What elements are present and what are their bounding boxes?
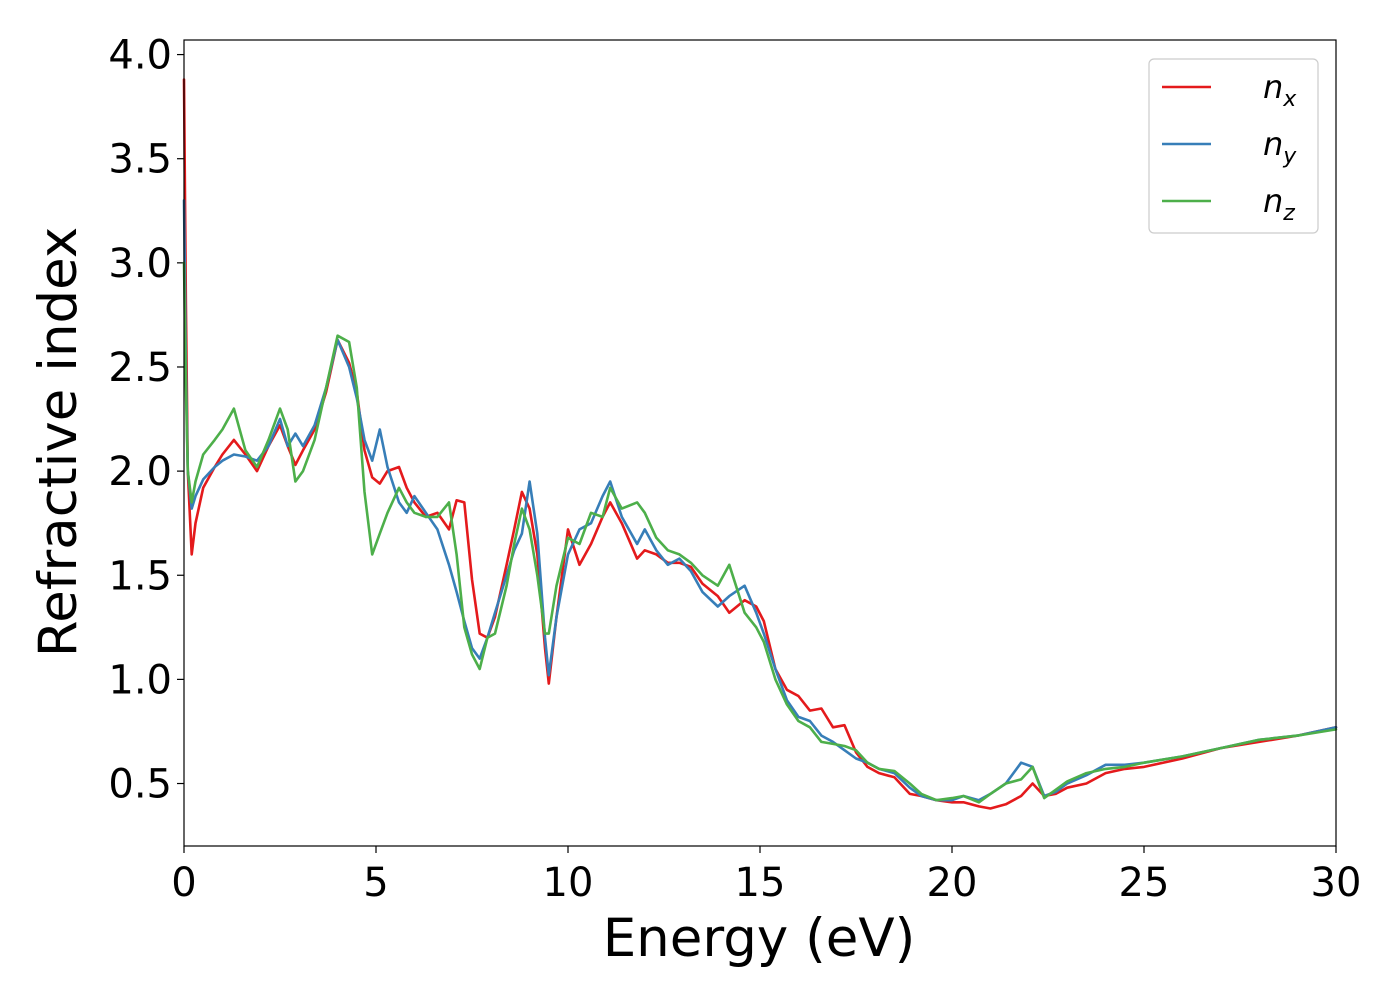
y-tick-label: 2.0	[108, 449, 172, 495]
series-line-n-x	[182, 78, 1338, 810]
legend-entry-label: ny	[1263, 125, 1297, 169]
x-tick-label: 0	[171, 860, 196, 906]
plot-lines	[182, 78, 1338, 810]
legend: nx ny nz	[1148, 58, 1319, 234]
y-axis-label: Refractive index	[28, 227, 89, 657]
legend-entry-label: nz	[1263, 182, 1295, 226]
x-tick-label: 15	[735, 860, 786, 906]
y-tick-label: 4.0	[108, 33, 172, 79]
x-axis-label: Energy (eV)	[603, 908, 916, 969]
x-tick-label: 5	[363, 860, 388, 906]
legend-entry-label: nx	[1263, 68, 1297, 112]
y-tick-label: 2.5	[108, 345, 172, 391]
legend-box	[1148, 58, 1319, 234]
y-axis-ticks: 0.5 1.0 1.5 2.0 2.5 3.0 3.5 4.0	[108, 33, 184, 808]
plot-frame	[183, 39, 1337, 847]
y-tick-label: 3.0	[108, 241, 172, 287]
x-tick-label: 10	[543, 860, 594, 906]
x-tick-label: 30	[1311, 860, 1362, 906]
y-tick-label: 3.5	[108, 137, 172, 183]
y-tick-label: 0.5	[108, 762, 172, 808]
x-axis-ticks: 0 5 10 15 20 25 30	[171, 846, 1361, 906]
x-tick-label: 25	[1119, 860, 1170, 906]
series-line-n-y	[182, 199, 1338, 802]
series-line-n-z	[182, 261, 1338, 804]
x-tick-label: 20	[927, 860, 978, 906]
y-tick-label: 1.5	[108, 553, 172, 599]
y-tick-label: 1.0	[108, 657, 172, 703]
